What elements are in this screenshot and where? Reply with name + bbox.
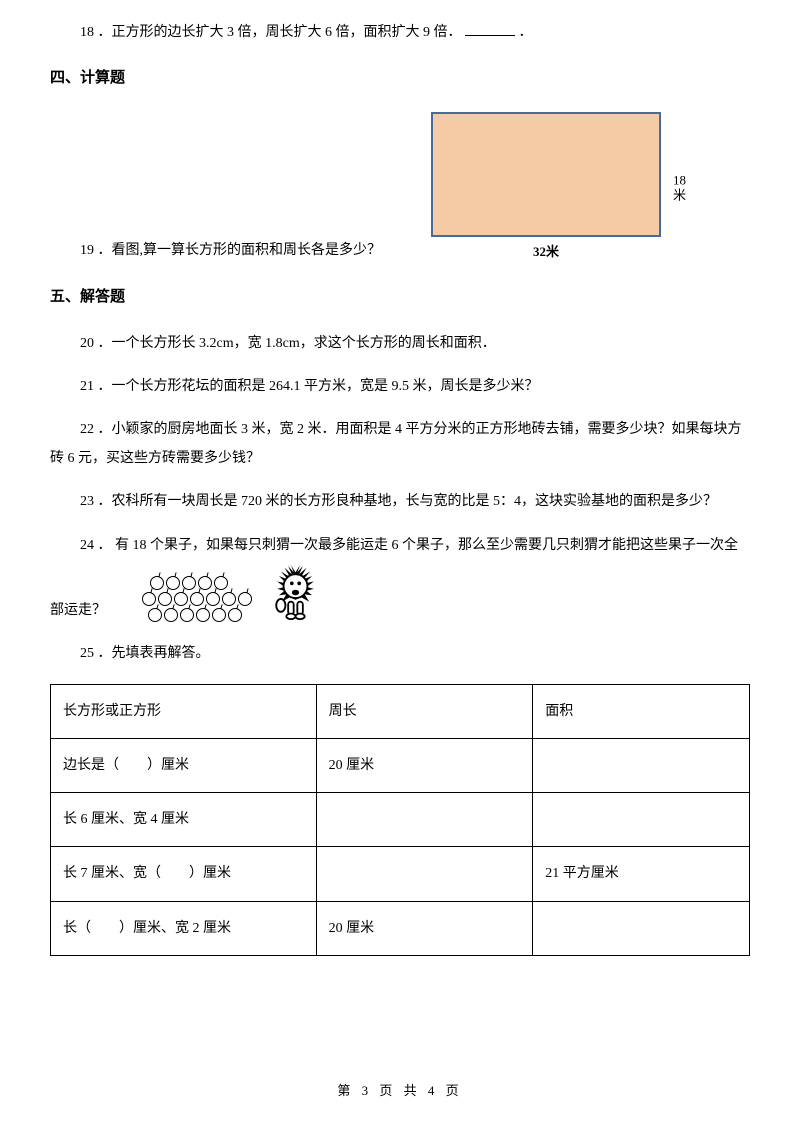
- page-footer: 第 3 页 共 4 页: [0, 1079, 800, 1102]
- q21-num: 21: [80, 379, 94, 394]
- q25-table: 长方形或正方形 周长 面积 边长是（ ）厘米 20 厘米 长 6 厘米、宽 4 …: [50, 684, 750, 956]
- rectangle-figure: 18 米 32米: [431, 112, 661, 263]
- question-21: 21 ．一个长方形花坛的面积是 264.1 平方米，宽是 9.5 米，周长是多少…: [80, 374, 750, 399]
- question-23: 23 ．农科所有一块周长是 720 米的长方形良种基地，长与宽的比是 5：4，这…: [80, 489, 750, 514]
- question-18: 18 ．正方形的边长扩大 3 倍，周长扩大 6 倍，面积扩大 9 倍． ．: [80, 20, 750, 45]
- table-row: 长 7 厘米、宽（ ）厘米 21 平方厘米: [51, 847, 750, 901]
- table-cell: 20 厘米: [316, 739, 533, 793]
- table-header: 长方形或正方形: [51, 684, 317, 738]
- q23-num: 23: [80, 494, 94, 509]
- table-cell[interactable]: [316, 847, 533, 901]
- q22-num: 22: [80, 422, 94, 437]
- table-header-row: 长方形或正方形 周长 面积: [51, 684, 750, 738]
- q24-num: 24: [80, 538, 94, 553]
- q19-num: 19: [80, 243, 94, 258]
- table-cell[interactable]: [533, 739, 750, 793]
- question-20: 20 ．一个长方形长 3.2cm，宽 1.8cm，求这个长方形的周长和面积．: [80, 331, 750, 356]
- table-cell: 21 平方厘米: [533, 847, 750, 901]
- hedgehog-icon: [268, 563, 323, 623]
- q22-text-l2: 砖 6 元，买这些方砖需要多少钱？: [50, 446, 750, 471]
- q18-tail: ．: [519, 25, 533, 40]
- table-cell[interactable]: [316, 793, 533, 847]
- rect-height-label: 18 米: [673, 172, 686, 203]
- table-cell[interactable]: [533, 793, 750, 847]
- table-row: 长 6 厘米、宽 4 厘米: [51, 793, 750, 847]
- table-cell: 长（ ）厘米、宽 2 厘米: [51, 901, 317, 955]
- table-header: 周长: [316, 684, 533, 738]
- table-cell: 长 7 厘米、宽（ ）厘米: [51, 847, 317, 901]
- rectangle-shape: [431, 112, 661, 237]
- q18-num: 18: [80, 25, 94, 40]
- question-24: 24 ． 有 18 个果子，如果每只刺猬一次最多能运走 6 个果子，那么至少需要…: [50, 533, 750, 623]
- q18-text: ．正方形的边长扩大 3 倍，周长扩大 6 倍，面积扩大 9 倍．: [98, 25, 462, 40]
- table-cell: 20 厘米: [316, 901, 533, 955]
- table-cell[interactable]: [533, 901, 750, 955]
- fruits-icon: [141, 575, 253, 623]
- q24-tail: 部运走？: [50, 598, 106, 623]
- table-header: 面积: [533, 684, 750, 738]
- table-cell: 边长是（ ）厘米: [51, 739, 317, 793]
- q20-num: 20: [80, 336, 94, 351]
- table-row: 边长是（ ）厘米 20 厘米: [51, 739, 750, 793]
- q25-text: ．先填表再解答。: [98, 646, 210, 661]
- table-row: 长（ ）厘米、宽 2 厘米 20 厘米: [51, 901, 750, 955]
- section-4-title: 四、计算题: [50, 65, 750, 92]
- q23-text: ．农科所有一块周长是 720 米的长方形良种基地，长与宽的比是 5：4，这块实验…: [98, 494, 718, 509]
- question-22: 22 ．小颖家的厨房地面长 3 米，宽 2 米．用面积是 4 平方分米的正方形地…: [50, 417, 750, 471]
- q24-text-l1: ． 有 18 个果子，如果每只刺猬一次最多能运走 6 个果子，那么至少需要几只刺…: [98, 538, 739, 553]
- section-5-title: 五、解答题: [50, 284, 750, 311]
- question-19: 19 ．看图,算一算长方形的面积和周长各是多少？ 18 米 32米: [80, 112, 750, 263]
- q22-text-l1: ．小颖家的厨房地面长 3 米，宽 2 米．用面积是 4 平方分米的正方形地砖去铺…: [98, 422, 742, 437]
- q19-text: ．看图,算一算长方形的面积和周长各是多少？: [98, 243, 382, 258]
- q25-num: 25: [80, 646, 94, 661]
- table-cell: 长 6 厘米、宽 4 厘米: [51, 793, 317, 847]
- rect-width-label: 32米: [431, 240, 661, 263]
- question-25: 25 ．先填表再解答。: [80, 641, 750, 666]
- q20-text: ．一个长方形长 3.2cm，宽 1.8cm，求这个长方形的周长和面积．: [98, 336, 496, 351]
- answer-blank[interactable]: [465, 22, 515, 36]
- q21-text: ．一个长方形花坛的面积是 264.1 平方米，宽是 9.5 米，周长是多少米？: [98, 379, 539, 394]
